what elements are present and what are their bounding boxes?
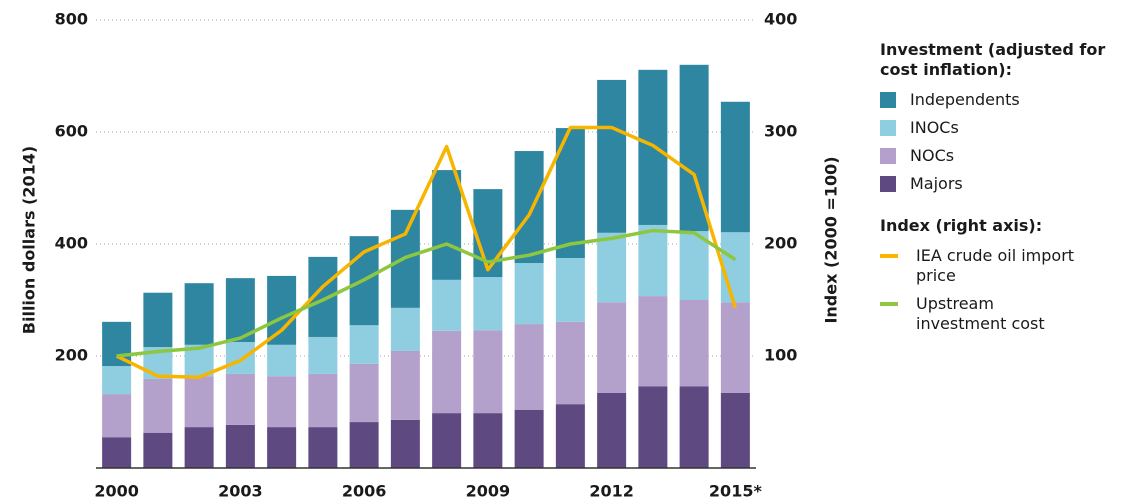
bar-segment	[679, 231, 709, 300]
legend-swatch	[880, 148, 896, 164]
bar-segment	[143, 432, 173, 468]
bar-segment	[432, 170, 462, 280]
y2-tick-label: 100	[764, 346, 797, 365]
bar-segment	[349, 325, 379, 364]
bar-segment	[308, 373, 338, 428]
bar-segment	[432, 413, 462, 468]
bar-segment	[432, 279, 462, 331]
bar-segment	[555, 404, 585, 468]
bar-segment	[267, 344, 297, 377]
y-tick-label: 600	[55, 122, 88, 141]
bar-segment	[390, 350, 420, 420]
bar-segment	[473, 413, 503, 468]
bar-segment	[597, 392, 627, 468]
legend-label: IEA crude oil import price	[916, 246, 1075, 285]
legend-swatch	[880, 92, 896, 108]
bar-segment	[720, 232, 750, 303]
bar-segment	[184, 376, 214, 428]
x-tick-label: 2003	[218, 482, 263, 501]
legend-swatch	[880, 120, 896, 136]
bar-segment	[597, 302, 627, 393]
bar-segment	[102, 321, 132, 367]
bar-segment	[597, 79, 627, 233]
bar-segment	[102, 394, 132, 438]
bar-segment	[184, 283, 214, 345]
x-tick-label: 2012	[589, 482, 634, 501]
index-line	[116, 228, 737, 358]
legend: Investment (adjusted for cost inflation)…	[880, 40, 1140, 342]
x-tick-label: 2015*	[709, 482, 763, 501]
bar-segment	[638, 296, 668, 387]
bar-segment	[225, 424, 255, 468]
legend-label: Majors	[910, 174, 963, 193]
legend-item: NOCs	[880, 146, 1140, 166]
bar-segment	[349, 363, 379, 423]
legend-title: Index (right axis):	[880, 216, 1043, 235]
legend-title: Investment (adjusted for cost inflation)…	[880, 40, 1106, 79]
legend-label: NOCs	[910, 146, 955, 165]
bar-segment	[102, 366, 132, 395]
bar-segment	[184, 427, 214, 468]
bar-segment	[473, 189, 503, 278]
bar-segment	[225, 342, 255, 374]
bar-segment	[432, 330, 462, 414]
legend-label: INOCs	[910, 118, 959, 137]
legend-item: Majors	[880, 174, 1140, 194]
bar-segment	[308, 427, 338, 468]
legend-item: IEA crude oil import price	[880, 246, 1140, 286]
bar-segment	[102, 437, 132, 468]
legend-swatch	[880, 254, 898, 258]
bar-segment	[514, 263, 544, 325]
y2-tick-label: 300	[764, 122, 797, 141]
legend-item: Upstream investment cost	[880, 294, 1140, 334]
legend-item: Independents	[880, 90, 1140, 110]
bar-segment	[143, 378, 173, 433]
x-tick-label: 2009	[466, 482, 511, 501]
bar-segment	[267, 376, 297, 428]
bar-segment	[679, 300, 709, 387]
bar-segment	[390, 419, 420, 468]
y2-axis-label: Index (2000 =100)	[822, 156, 841, 323]
y-tick-label: 800	[55, 10, 88, 29]
bar-segment	[720, 101, 750, 233]
y-tick-label: 200	[55, 346, 88, 365]
legend-swatch	[880, 176, 896, 192]
legend-item: INOCs	[880, 118, 1140, 138]
y2-tick-label: 400	[764, 10, 797, 29]
legend-label: Upstream investment cost	[916, 294, 1045, 333]
bar-segment	[679, 386, 709, 468]
legend-label: Independents	[910, 90, 1020, 109]
bar-segment	[225, 278, 255, 342]
index-line	[115, 125, 738, 380]
y2-tick-label: 200	[764, 234, 797, 253]
bar-segment	[473, 330, 503, 414]
bar-segment	[720, 302, 750, 393]
bar-segment	[597, 232, 627, 303]
bar-segment	[514, 151, 544, 264]
x-tick-label: 2000	[94, 482, 139, 501]
bar-segment	[514, 324, 544, 410]
legend-swatch	[880, 302, 898, 306]
bar-segment	[473, 277, 503, 331]
bar-segment	[638, 386, 668, 468]
bar-segment	[555, 321, 585, 405]
y-tick-label: 400	[55, 234, 88, 253]
bar-segment	[267, 275, 297, 345]
bar-segment	[390, 307, 420, 351]
bar-segment	[349, 422, 379, 468]
bar-segment	[143, 292, 173, 348]
bar-segment	[225, 373, 255, 425]
bar-segment	[267, 427, 297, 468]
chart: Billion dollars (2014) Index (2000 =100)…	[20, 10, 841, 501]
bar-segment	[638, 224, 668, 297]
y-axis-label: Billion dollars (2014)	[20, 146, 39, 334]
x-tick-label: 2006	[342, 482, 387, 501]
bar-segment	[308, 336, 338, 374]
bar-segment	[514, 409, 544, 468]
bar-segment	[555, 258, 585, 322]
bar-segment	[720, 392, 750, 468]
